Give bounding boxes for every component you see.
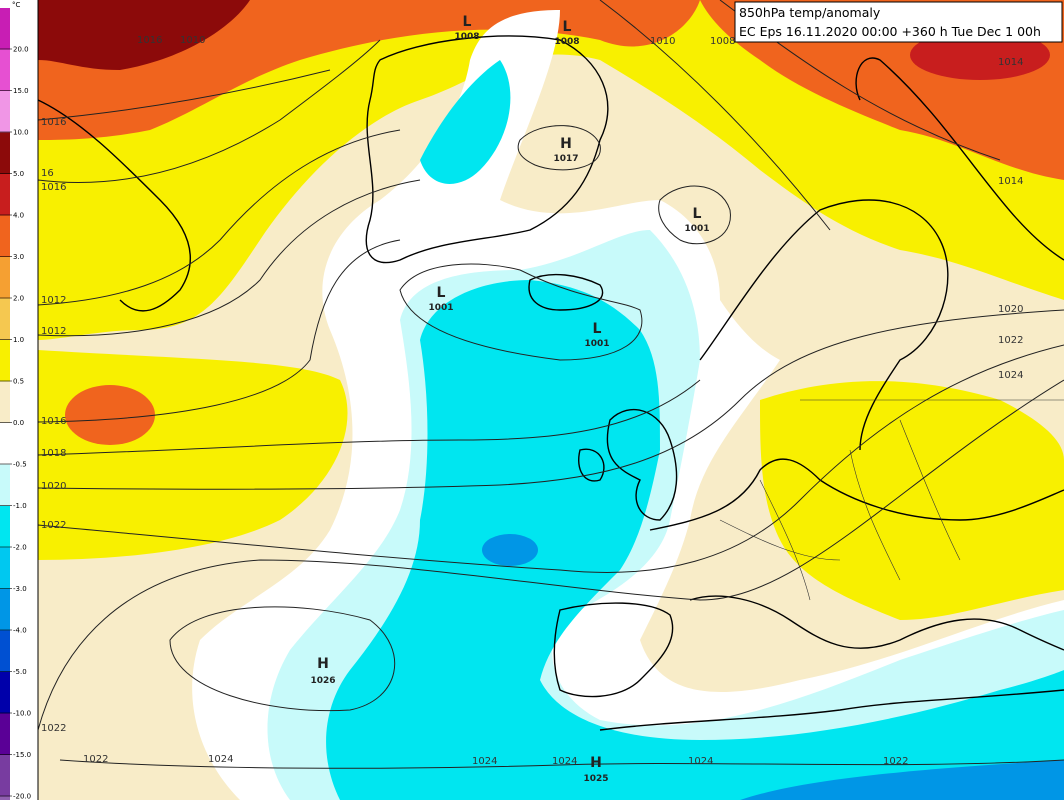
legend-label: -15.0 [13, 751, 31, 759]
isobar-label: 1020 [41, 481, 66, 492]
subtitle: EC Eps 16.11.2020 00:00 +360 h Tue Dec 1… [739, 24, 1041, 39]
legend-band [0, 8, 10, 50]
isobar-label: 1014 [998, 176, 1023, 187]
legend-band [0, 91, 10, 133]
legend-band [0, 381, 10, 423]
legend-band [0, 547, 10, 589]
isobar-label: 1016 [137, 35, 162, 46]
isobar-label: 1024 [208, 754, 233, 765]
legend-band [0, 174, 10, 216]
center-letter: L [463, 14, 472, 30]
title-box: 850hPa temp/anomaly EC Eps 16.11.2020 00… [734, 1, 1063, 43]
legend-label: -1.0 [13, 502, 27, 510]
legend-band [0, 713, 10, 755]
legend-label: 2.0 [13, 295, 24, 303]
center-value: 1001 [684, 224, 709, 234]
legend-label: -5.0 [13, 668, 27, 676]
legend-band [0, 215, 10, 257]
center-letter: H [317, 656, 329, 672]
legend-band [0, 630, 10, 672]
legend-label: 5.0 [13, 170, 24, 178]
isobar-label: 1024 [472, 756, 497, 767]
center-letter: L [563, 19, 572, 35]
isobar-label: 1022 [41, 723, 66, 734]
isobar-label: 1014 [998, 57, 1023, 68]
legend-label: 1.0 [13, 336, 24, 344]
legend-band [0, 672, 10, 714]
isobar-label: 1012 [41, 295, 66, 306]
legend-label: 3.0 [13, 253, 24, 261]
legend-label: 0.5 [13, 378, 24, 386]
isobar-label: 1020 [998, 304, 1023, 315]
center-letter: L [693, 206, 702, 222]
legend-band [0, 755, 10, 797]
isobar-label: 1016 [41, 416, 66, 427]
center-letter: L [593, 321, 602, 337]
isobar-label: 1022 [41, 520, 66, 531]
isobar-label: 16 [41, 168, 54, 179]
center-value: 1025 [583, 774, 608, 784]
legend-band [0, 796, 10, 800]
legend-label: 4.0 [13, 212, 24, 220]
legend-label: 10.0 [13, 129, 29, 137]
isobar-label: 1024 [552, 756, 577, 767]
isobar-label: 1022 [883, 756, 908, 767]
pressure-centers: L 1008 L 1008 H 1017 L 1001 L 1001 L 100… [310, 14, 709, 784]
land-outlines [37, 35, 1064, 731]
legend-label: -0.5 [13, 461, 27, 469]
isobar-label: 1010 [650, 36, 675, 47]
title: 850hPa temp/anomaly [739, 5, 881, 20]
isobar-label: 1022 [83, 754, 108, 765]
isobar-label: 1022 [998, 335, 1023, 346]
legend-band [0, 257, 10, 299]
isobar-label: 1018 [41, 448, 66, 459]
center-letter: L [437, 285, 446, 301]
center-value: 1017 [553, 154, 578, 164]
legend-unit: °C [12, 1, 21, 9]
isobar-label: 1024 [688, 756, 713, 767]
legend-label: 20.0 [13, 46, 29, 54]
isobar-label: 1012 [41, 326, 66, 337]
legend-band [0, 589, 10, 631]
legend-band [0, 506, 10, 548]
center-letter: H [560, 136, 572, 152]
legend-label: -3.0 [13, 585, 27, 593]
center-value: 1001 [584, 339, 609, 349]
legend-band [0, 298, 10, 340]
legend-label: 0.0 [13, 419, 24, 427]
isobars [37, 0, 1064, 769]
legend-band [0, 423, 10, 465]
legend: °C 20.0 15.0 10.0 5.0 4.0 3.0 2.0 1.0 0.5 0.0 -0.5… [0, 0, 39, 800]
isobar-label: 1008 [710, 36, 735, 47]
center-value: 1001 [428, 303, 453, 313]
center-value: 1008 [554, 37, 579, 47]
legend-band [0, 340, 10, 382]
center-value: 1026 [310, 676, 335, 686]
legend-label: -4.0 [13, 627, 27, 635]
legend-band [0, 464, 10, 506]
center-value: 1008 [454, 32, 479, 42]
isobar-label: 1016 [41, 182, 66, 193]
isobar-label: 1024 [998, 370, 1023, 381]
isobar-label: 1016 [41, 117, 66, 128]
isobar-labels: 1016 1010 1010 1008 1014 1016 16 1016 1014 1012 10… [41, 35, 1023, 767]
legend-band [0, 49, 10, 91]
isobar-label: 1010 [180, 35, 205, 46]
legend-band [0, 132, 10, 174]
legend-label: -2.0 [13, 544, 27, 552]
legend-label: -20.0 [13, 793, 31, 800]
legend-label: -10.0 [13, 710, 31, 718]
legend-label: 15.0 [13, 87, 29, 95]
center-letter: H [590, 755, 602, 771]
